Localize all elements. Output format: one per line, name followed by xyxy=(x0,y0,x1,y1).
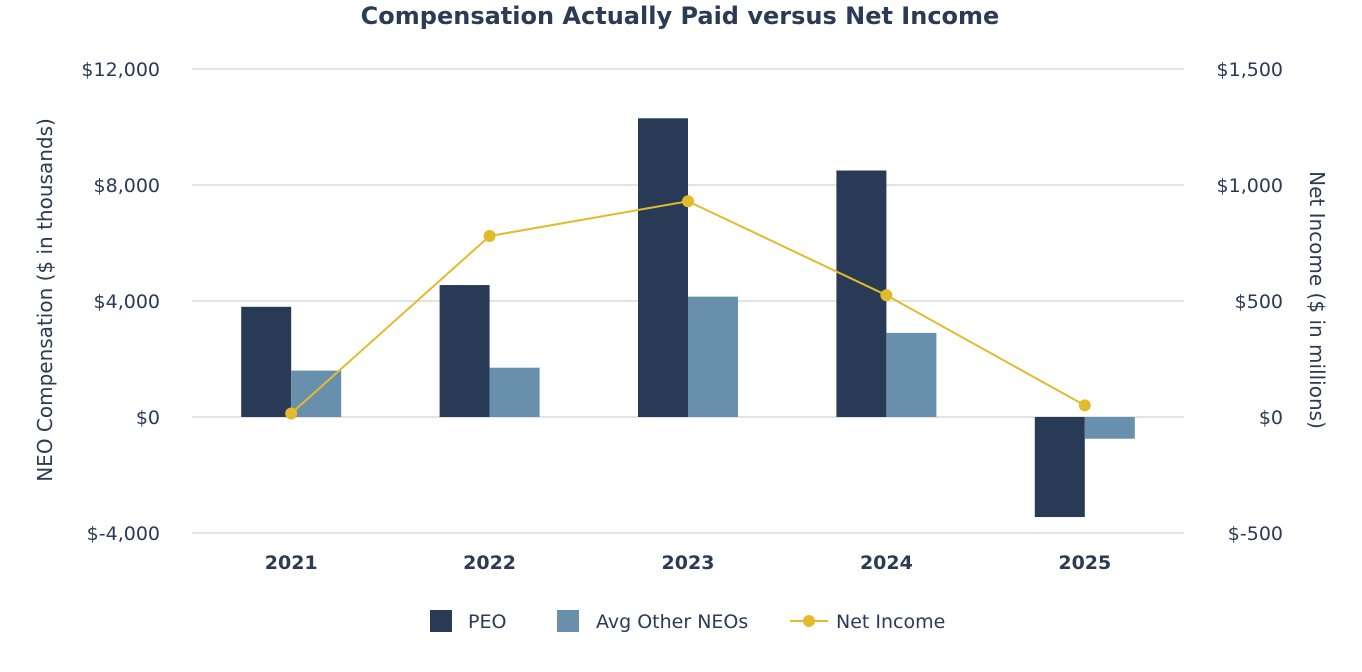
legend-label: Net Income xyxy=(836,611,945,633)
x-tick-label: 2023 xyxy=(662,552,715,574)
x-tick-label: 2021 xyxy=(265,552,318,574)
right-tick-label: $500 xyxy=(1235,291,1283,313)
legend-label: PEO xyxy=(468,611,506,633)
avg-other-neos-bar-2025 xyxy=(1084,417,1135,439)
right-tick-label: $0 xyxy=(1259,407,1283,429)
peo-bar-2022 xyxy=(439,285,490,417)
legend-swatch-avg-other-neos xyxy=(557,610,579,632)
x-tick-label: 2024 xyxy=(860,552,913,574)
bars xyxy=(241,118,1135,518)
legend-label: Avg Other NEOs xyxy=(596,611,748,633)
net-income-line-layer xyxy=(285,195,1091,420)
right-axis-label: Net Income ($ in millions) xyxy=(1305,171,1329,429)
legend-swatch-net-income-marker xyxy=(803,615,815,627)
legend-swatch-peo xyxy=(430,610,452,632)
avg-other-neos-bar-2022 xyxy=(489,367,540,417)
chart-title: Compensation Actually Paid versus Net In… xyxy=(361,2,1000,30)
legend: PEO Avg Other NEOs Net Income xyxy=(430,610,945,633)
peo-bar-2021 xyxy=(241,306,292,417)
avg-other-neos-bar-2024 xyxy=(886,332,937,417)
net-income-point-2024 xyxy=(880,289,893,302)
net-income-point-2022 xyxy=(483,230,496,243)
right-tick-label: $1,500 xyxy=(1217,59,1283,81)
net-income-point-2021 xyxy=(285,407,298,420)
right-tick-label: $-500 xyxy=(1228,523,1283,545)
x-tick-label: 2022 xyxy=(463,552,516,574)
left-tick-label: $0 xyxy=(136,407,160,429)
left-tick-label: $8,000 xyxy=(94,175,160,197)
peo-bar-2024 xyxy=(836,170,887,417)
avg-other-neos-bar-2023 xyxy=(688,296,738,417)
left-tick-label: $4,000 xyxy=(94,291,160,313)
peo-bar-2025 xyxy=(1034,417,1085,518)
avg-other-neos-bar-2021 xyxy=(291,370,342,417)
right-axis: $1,500 $1,000 $500 $0 $-500 xyxy=(1217,59,1283,545)
x-axis: 2021 2022 2023 2024 2025 xyxy=(265,552,1111,574)
left-tick-label: $12,000 xyxy=(81,59,160,81)
net-income-point-2023 xyxy=(682,195,694,208)
peo-bar-2023 xyxy=(638,118,688,418)
x-tick-label: 2025 xyxy=(1058,552,1111,574)
left-axis-label: NEO Compensation ($ in thousands) xyxy=(33,118,57,482)
left-axis: $12,000 $8,000 $4,000 $0 $-4,000 xyxy=(81,59,160,545)
net-income-point-2025 xyxy=(1078,399,1091,412)
left-tick-label: $-4,000 xyxy=(87,523,160,545)
right-tick-label: $1,000 xyxy=(1217,175,1283,197)
